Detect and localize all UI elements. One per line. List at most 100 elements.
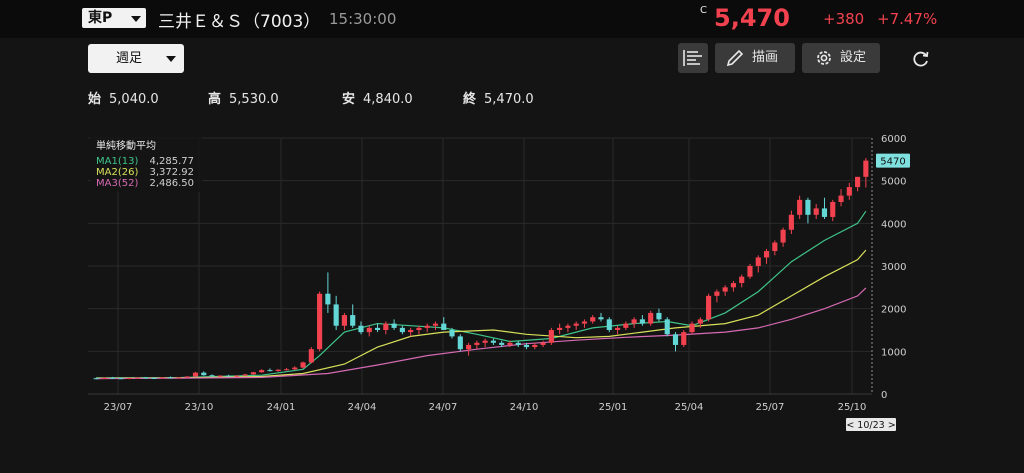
y-tick-label: 0 xyxy=(881,390,887,401)
candle-body xyxy=(697,319,703,324)
candlestick-chart[interactable]: 0 1000 2000 3000 4000 5000 6000 23/07 23/10 24/01… xyxy=(0,128,1024,473)
ma-line xyxy=(96,210,867,379)
open-value: 5,040.0 xyxy=(109,92,159,107)
gear-icon xyxy=(817,51,831,65)
candle-body xyxy=(623,323,629,328)
market-label: 東P xyxy=(88,10,113,26)
candle-body xyxy=(838,195,844,202)
y-tick-label: 3000 xyxy=(881,262,906,273)
candle-body xyxy=(341,315,348,326)
settings-button[interactable]: 設定 xyxy=(802,43,880,73)
price-prefix: C xyxy=(700,5,707,16)
candle-body xyxy=(457,336,463,350)
x-tick-label: 25/07 xyxy=(756,402,785,413)
candle-body xyxy=(416,327,422,330)
candle-body xyxy=(573,323,579,326)
legend-item-ma2: MA2(26) 3,372.92 xyxy=(96,167,200,178)
candle-body xyxy=(598,317,604,320)
legend-title: 単純移動平均 xyxy=(96,141,156,152)
candle-body xyxy=(523,344,530,348)
candle-body xyxy=(474,342,480,345)
candle-body xyxy=(333,304,339,326)
candle-body xyxy=(168,377,174,379)
candle-body xyxy=(714,291,720,296)
candle-body xyxy=(689,323,695,333)
candle-body xyxy=(151,378,157,379)
candle-body xyxy=(118,378,124,380)
candle-body xyxy=(788,214,794,230)
reload-icon[interactable] xyxy=(911,49,931,69)
candle-body xyxy=(134,377,141,379)
ma-line xyxy=(96,287,867,380)
candle-body xyxy=(557,327,563,330)
candle-body xyxy=(540,342,546,345)
candle-body xyxy=(209,375,215,377)
legend-value: 4,285.77 xyxy=(149,156,194,167)
candle-body xyxy=(350,315,356,326)
candle-body xyxy=(267,370,273,372)
candle-body xyxy=(441,323,447,330)
candle-body xyxy=(681,332,687,345)
candle-body xyxy=(739,276,745,284)
draw-button[interactable]: 描画 xyxy=(715,43,795,73)
price-change: +380 xyxy=(823,10,865,28)
ohlc-close: 終 5,470.0 xyxy=(463,88,534,107)
x-tick-label: 24/10 xyxy=(510,402,539,413)
candle-body xyxy=(730,283,737,288)
date-badge xyxy=(846,418,896,431)
high-label: 高 xyxy=(208,92,222,107)
candle-body xyxy=(590,317,596,322)
candle-body xyxy=(490,340,496,343)
ohlc-open: 始 5,040.0 xyxy=(88,88,159,107)
candle-body xyxy=(631,319,637,324)
ma-legend: 単純移動平均 MA1(13) 4,285.77 MA2(26) 3,372.92… xyxy=(90,134,202,192)
candle-body xyxy=(250,372,256,375)
open-label: 始 xyxy=(88,92,102,107)
candle-body xyxy=(656,312,662,320)
y-tick-label: 6000 xyxy=(881,134,906,145)
legend-label: MA1(13) xyxy=(96,156,139,167)
candle-body xyxy=(863,160,869,177)
current-price: 5,470 xyxy=(714,4,790,32)
last-price-tag xyxy=(876,153,910,168)
candle-body xyxy=(813,208,819,215)
price-change-pct: +7.47% xyxy=(877,10,938,28)
candle-body xyxy=(846,187,852,196)
candle-body xyxy=(399,327,405,333)
candle-body xyxy=(805,199,811,215)
y-tick-label: 1000 xyxy=(881,347,906,358)
candle-body xyxy=(308,349,314,363)
candle-body xyxy=(780,229,786,243)
market-select[interactable]: 東P xyxy=(82,8,146,28)
legend-value: 3,372.92 xyxy=(149,167,194,178)
candle-body xyxy=(259,370,265,373)
chevron-down-icon xyxy=(166,56,176,62)
legend-item-ma1: MA1(13) 4,285.77 xyxy=(96,156,200,167)
x-tick-label: 24/07 xyxy=(429,402,458,413)
legend-value: 2,486.50 xyxy=(149,178,194,189)
y-tick-label: 4000 xyxy=(881,219,906,230)
last-price-label: 5470 xyxy=(880,157,905,168)
candle-body xyxy=(614,327,621,330)
date-badge-label: < 10/23 > xyxy=(846,420,895,431)
candle-body xyxy=(532,344,538,348)
period-select[interactable]: 週足 xyxy=(88,44,184,73)
candle-body xyxy=(515,342,521,345)
candle-body xyxy=(234,375,240,377)
candle-body xyxy=(772,242,778,252)
candle-body xyxy=(283,369,290,371)
candle-body xyxy=(383,323,389,330)
candle-body xyxy=(159,377,165,379)
candle-body xyxy=(325,293,331,305)
indicator-list-button[interactable] xyxy=(678,43,708,73)
y-tick-label: 5000 xyxy=(881,177,906,188)
low-label: 安 xyxy=(342,92,356,107)
close-label: 終 xyxy=(463,92,477,107)
candle-body xyxy=(548,330,554,343)
x-tick-label: 25/01 xyxy=(599,402,628,413)
ohlc-low: 安 4,840.0 xyxy=(342,88,413,107)
candle-body xyxy=(408,330,414,333)
ohlc-high: 高 5,530.0 xyxy=(208,88,279,107)
x-tick-label: 23/07 xyxy=(104,402,133,413)
candle-body xyxy=(143,377,149,379)
